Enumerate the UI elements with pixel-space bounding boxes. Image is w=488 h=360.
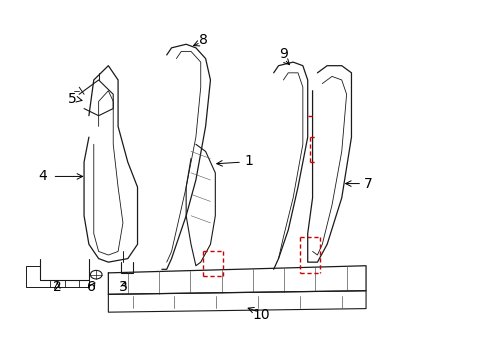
Text: 3: 3	[118, 280, 127, 294]
Text: 10: 10	[252, 308, 270, 322]
Text: 5: 5	[67, 91, 76, 105]
Text: 1: 1	[244, 154, 253, 168]
Text: 8: 8	[198, 33, 207, 47]
Text: 2: 2	[53, 280, 61, 294]
Text: 7: 7	[364, 176, 372, 190]
Text: 4: 4	[38, 169, 47, 183]
Text: 9: 9	[278, 47, 287, 61]
Text: 6: 6	[87, 280, 96, 294]
